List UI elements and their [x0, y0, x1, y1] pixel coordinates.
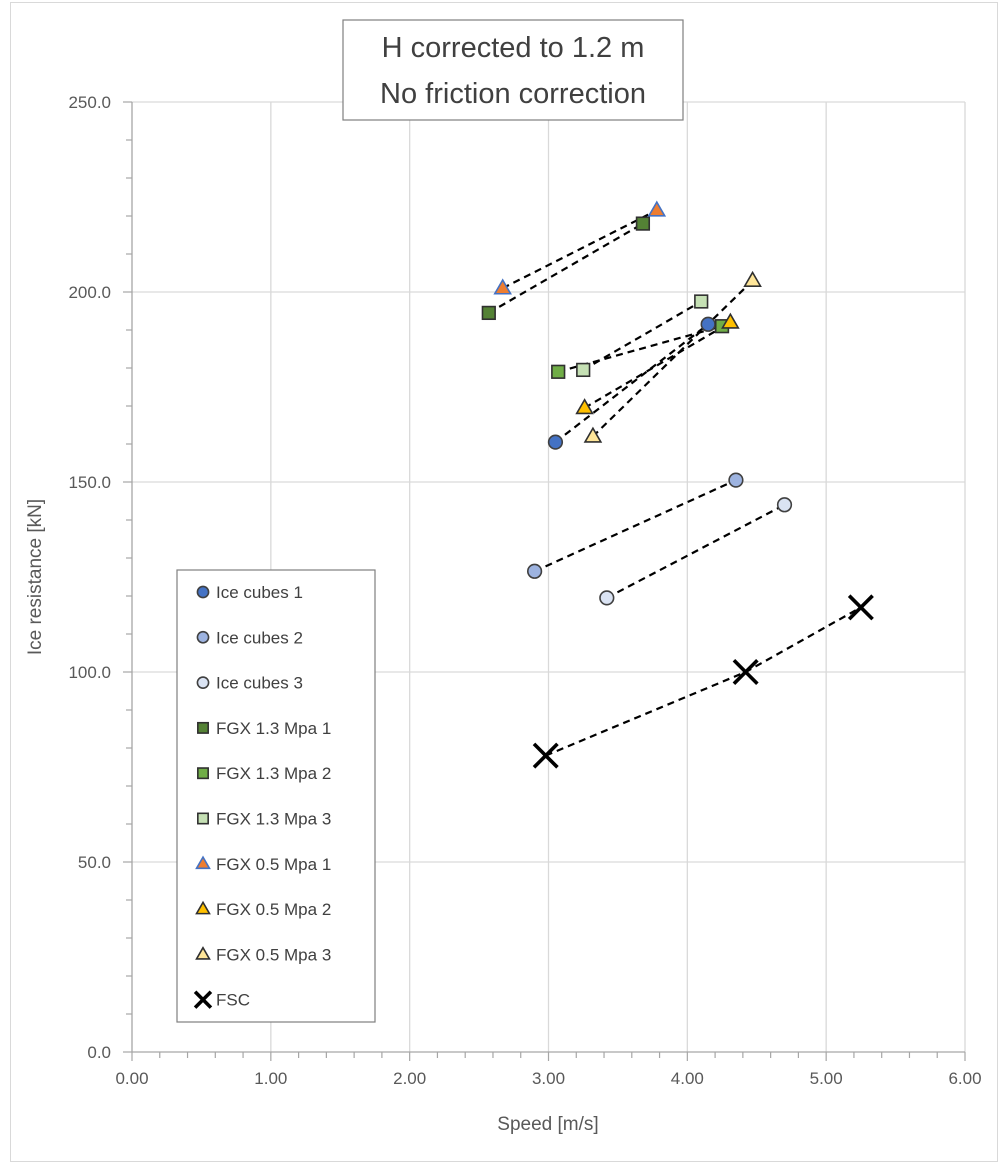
legend-marker — [193, 990, 213, 1009]
axes — [123, 101, 966, 1061]
legend-entry: Ice cubes 2 — [196, 628, 303, 647]
series-line — [488, 222, 644, 314]
x-tick-label: 6.00 — [948, 1069, 981, 1088]
series-line — [584, 321, 731, 409]
legend-label: Ice cubes 2 — [216, 628, 303, 647]
x-marker-stroke — [847, 594, 874, 621]
legend-marker — [196, 676, 210, 689]
x-tick-label: 1.00 — [254, 1069, 287, 1088]
series-fsc — [532, 594, 874, 769]
legend-label: FGX 0.5 Mpa 2 — [216, 900, 331, 919]
series-fgx-0-5-mpa-3 — [583, 270, 762, 443]
data-point — [583, 426, 603, 443]
legend-entry: FGX 1.3 Mpa 1 — [197, 719, 331, 738]
legend-marker — [195, 900, 211, 915]
series-line — [592, 279, 754, 438]
data-point — [847, 594, 874, 621]
chart-frame — [10, 2, 998, 1162]
data-point — [776, 497, 793, 513]
legend-entry: FGX 1.3 Mpa 3 — [197, 810, 331, 829]
data-point — [532, 742, 559, 769]
legend-entry: FGX 0.5 Mpa 1 — [195, 855, 331, 874]
legend-label: FGX 1.3 Mpa 3 — [216, 810, 331, 829]
legend-label: FGX 1.3 Mpa 1 — [216, 719, 331, 738]
title-line-2: No friction correction — [380, 78, 646, 110]
x-marker-stroke — [732, 659, 759, 685]
legend-marker — [195, 946, 211, 960]
chart-title: H corrected to 1.2 m No friction correct… — [342, 19, 684, 121]
legend-label: FGX 0.5 Mpa 3 — [216, 945, 331, 964]
legend-label: Ice cubes 3 — [216, 674, 303, 693]
series-fgx-0-5-mpa-2 — [575, 312, 740, 415]
legend-entry: FGX 0.5 Mpa 2 — [195, 900, 331, 919]
data-point — [647, 200, 667, 217]
x-tick-label: 0.00 — [115, 1069, 148, 1088]
legend-marker — [197, 812, 209, 825]
x-marker-stroke — [532, 742, 559, 769]
series-line — [606, 503, 786, 599]
data-point — [493, 278, 512, 295]
y-tick-label: 200.0 — [68, 283, 111, 302]
x-tick-label: 4.00 — [671, 1069, 704, 1088]
series-line — [582, 300, 702, 371]
x-tick-label: 3.00 — [532, 1069, 565, 1088]
series-line — [502, 209, 658, 290]
x-axis-title: Speed [m/s] — [497, 1114, 598, 1135]
legend-box — [176, 569, 376, 1023]
legend-marker — [196, 630, 210, 644]
x-tick-label: 2.00 — [393, 1069, 426, 1088]
data-point — [481, 305, 496, 321]
y-axis-title: Ice resistance [kN] — [25, 499, 46, 655]
legend-marker — [197, 721, 209, 734]
data-point — [732, 659, 759, 685]
y-tick-label: 150.0 — [68, 473, 111, 492]
data-point — [551, 364, 566, 379]
x-tick-label: 5.00 — [810, 1069, 843, 1088]
data-point — [547, 434, 564, 450]
series-line — [545, 606, 862, 757]
series-fgx-0-5-mpa-1 — [493, 200, 667, 295]
data-point — [700, 316, 716, 332]
data-point — [599, 590, 615, 606]
data-point — [728, 472, 744, 488]
legend: Ice cubes 1 Ice cubes 2 Ice cubes 3 FGX 1.3… — [176, 569, 376, 1023]
y-tick-label: 100.0 — [68, 663, 111, 682]
series-line — [534, 479, 737, 573]
legend-entry: FGX 1.3 Mpa 2 — [197, 764, 331, 783]
x-marker-stroke — [193, 990, 213, 1009]
legend-entry: Ice cubes 3 — [196, 674, 303, 693]
legend-entry: FSC — [193, 990, 250, 1010]
tick-labels: 0.00 1.00 2.00 3.00 4.00 5.00 6.00 0.0 50.0 100.0… — [68, 93, 981, 1088]
legend-label: Ice cubes 1 — [216, 583, 303, 602]
series-ice-cubes-1 — [547, 316, 716, 450]
series-ice-cubes-3 — [599, 497, 793, 606]
data-point — [575, 398, 594, 415]
y-tick-label: 50.0 — [78, 853, 111, 872]
data-point — [635, 216, 651, 231]
legend-marker — [195, 855, 211, 870]
y-tick-label: 250.0 — [68, 93, 111, 112]
legend-marker — [196, 585, 210, 599]
legend-label: FGX 1.3 Mpa 2 — [216, 764, 331, 783]
legend-label: FSC — [216, 991, 250, 1010]
legend-entry: FGX 0.5 Mpa 3 — [195, 945, 331, 964]
legend-entry: Ice cubes 1 — [196, 583, 303, 602]
data-point — [526, 563, 543, 579]
series-fgx-1-3-mpa-3 — [576, 294, 709, 378]
title-box — [342, 19, 684, 121]
title-line-1: H corrected to 1.2 m — [382, 32, 645, 64]
legend-label: FGX 0.5 Mpa 1 — [216, 855, 331, 874]
series-ice-cubes-2 — [526, 472, 744, 579]
legend-marker — [197, 767, 209, 780]
series-fgx-1-3-mpa-1 — [481, 216, 651, 321]
y-tick-label: 0.0 — [87, 1043, 111, 1062]
data-point — [721, 312, 740, 329]
data-point — [743, 270, 762, 287]
data-point — [694, 294, 709, 309]
data-point — [576, 362, 591, 378]
series-line — [554, 323, 709, 443]
series-layer — [481, 200, 874, 769]
